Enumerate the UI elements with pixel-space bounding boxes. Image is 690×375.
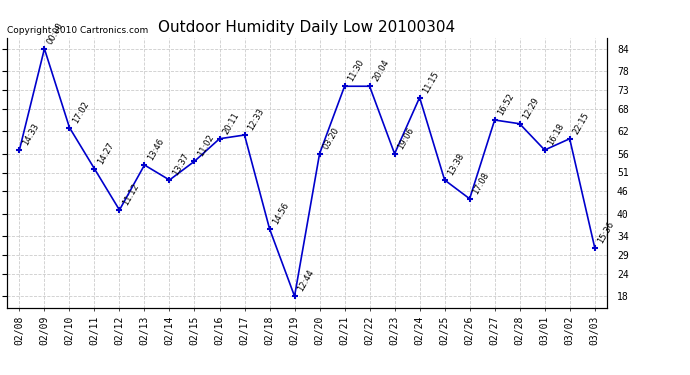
Text: 12:44: 12:44: [296, 268, 315, 294]
Text: 13:38: 13:38: [446, 152, 466, 177]
Text: Copyright 2010 Cartronics.com: Copyright 2010 Cartronics.com: [7, 26, 148, 35]
Text: 17:02: 17:02: [71, 99, 90, 125]
Text: 00:00: 00:00: [46, 21, 66, 46]
Text: 11:15: 11:15: [421, 70, 441, 95]
Text: 19:06: 19:06: [396, 126, 415, 151]
Text: 14:27: 14:27: [96, 141, 115, 166]
Text: 12:29: 12:29: [521, 96, 541, 121]
Text: 15:36: 15:36: [596, 219, 616, 245]
Text: 11:02: 11:02: [196, 134, 215, 159]
Text: 14:56: 14:56: [271, 201, 290, 226]
Text: 11:30: 11:30: [346, 58, 366, 84]
Text: 13:37: 13:37: [171, 152, 190, 177]
Title: Outdoor Humidity Daily Low 20100304: Outdoor Humidity Daily Low 20100304: [159, 20, 455, 35]
Text: 22:15: 22:15: [571, 111, 591, 136]
Text: 13:46: 13:46: [146, 137, 166, 162]
Text: 03:20: 03:20: [321, 126, 341, 151]
Text: 17:08: 17:08: [471, 171, 491, 196]
Text: 14:33: 14:33: [21, 122, 41, 147]
Text: 16:18: 16:18: [546, 122, 566, 147]
Text: 20:04: 20:04: [371, 58, 391, 84]
Text: 20:11: 20:11: [221, 111, 241, 136]
Text: 12:33: 12:33: [246, 107, 266, 132]
Text: 11:12: 11:12: [121, 182, 141, 207]
Text: 16:52: 16:52: [496, 92, 515, 117]
